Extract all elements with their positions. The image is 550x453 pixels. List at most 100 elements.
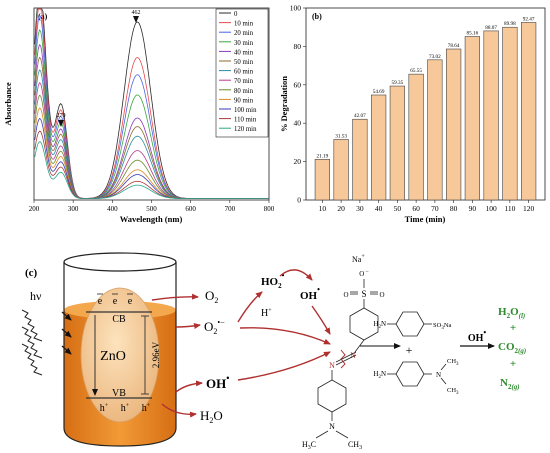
photon-arrow-3	[61, 345, 72, 355]
degradation-bar-value-label: 65.55	[410, 68, 422, 74]
legend-entry: 50 min	[234, 59, 254, 66]
final-products: H2O(l) + CO2(g) + N2(g)	[498, 306, 526, 391]
sulfanilate-so3na: SO3Na	[433, 322, 452, 331]
degradation-bar-value-label: 78.64	[448, 43, 460, 49]
degradation-y-ticks: 0 20 40 60 80 100	[290, 4, 306, 205]
legend-entry: 80 min	[234, 88, 254, 95]
legend-entry: 10 min	[234, 21, 254, 28]
hydroperoxyl-label: HO2•	[261, 271, 285, 290]
superoxide-label: O2•−	[204, 318, 225, 336]
degradation-bar-value-label: 21.19	[317, 153, 329, 159]
legend-entry: 30 min	[234, 40, 254, 47]
degradation-bar	[389, 85, 405, 201]
azo-n-2: N	[329, 361, 335, 370]
benzene-ring-4	[395, 361, 425, 387]
degradation-bar	[427, 59, 443, 201]
benzene-ring-2	[317, 379, 347, 413]
spectra-x-tick-label: 600	[185, 205, 196, 213]
beaker-rim	[63, 252, 177, 272]
legend-entry: 110 min	[234, 117, 257, 124]
intermediate-dimethylamine: H2N N CH3 CH3	[373, 358, 459, 396]
product-nitrogen: N2(g)	[500, 377, 520, 391]
degradation-bar-value-label: 42.07	[354, 113, 366, 119]
electron-2: e	[113, 296, 118, 307]
azo-n-1: N	[350, 351, 356, 360]
dma-methyl-top: CH3	[447, 358, 459, 367]
sulfonate-oxygen-left: O	[343, 291, 348, 299]
degradation-bar-value-label: 31.53	[335, 133, 347, 139]
degradation-y-tick-label: 40	[294, 119, 302, 128]
degradation-x-tick-label: 30	[356, 204, 364, 213]
dma-methyl-bottom: CH3	[447, 387, 459, 396]
zno-particle: CB VB ZnO 2.96eV e e e h+ h+ h+	[80, 287, 161, 423]
degradation-bar	[446, 48, 462, 201]
hole-1: h+	[100, 403, 109, 414]
spectra-chart: (a) 200 300 400 500 600 700 800 Wavelength (nm…	[3, 7, 275, 224]
hole-2: h+	[121, 403, 130, 414]
spectra-curves	[34, 8, 269, 199]
degradation-chart: (b) 0 20 40 60 80 100 21.19 31.53 42.07 54.69 59.…	[279, 4, 546, 224]
degradation-x-tick-label: 120	[523, 204, 535, 213]
degradation-x-tick-label: 90	[469, 204, 477, 213]
methyl-left: H3C	[302, 440, 316, 451]
methyl-right: CH3	[348, 440, 362, 451]
degradation-x-tick-label: 80	[450, 204, 458, 213]
photon-arrow-2	[61, 328, 72, 338]
degradation-bar	[521, 22, 537, 201]
mineralization-oh-label: OH•	[468, 328, 487, 344]
degradation-x-tick-label: 50	[394, 204, 402, 213]
degradation-y-tick-label: 80	[294, 42, 302, 51]
spectra-x-tick-label: 700	[225, 205, 236, 213]
legend-box	[215, 8, 269, 138]
spectra-x-tick-label: 300	[68, 205, 79, 213]
degradation-bar	[408, 73, 424, 201]
degradation-y-axis-label: % Degradation	[279, 76, 289, 132]
legend-entry: 20 min	[234, 30, 254, 37]
degradation-x-tick-label: 20	[337, 204, 345, 213]
degradation-y-tick-label: 100	[290, 4, 302, 13]
spectrum-line-12	[34, 141, 269, 199]
degradation-bar-value-label: 89.98	[504, 21, 516, 27]
oh-radical-top-label: OH•	[300, 285, 320, 302]
product-plus-1: +	[510, 322, 516, 334]
legend-entry: 60 min	[234, 69, 254, 76]
sulfur-label: S	[361, 289, 366, 299]
panel-c-label: (c)	[25, 267, 38, 279]
water-label: H2O	[200, 408, 223, 425]
degradation-bar-value-label: 85.16	[467, 30, 479, 36]
hydroxyl-radical-label: OH•	[206, 373, 229, 391]
sulfonate-oxygen-top: O−	[359, 269, 369, 278]
spectra-x-tick-label: 400	[107, 205, 118, 213]
photon-wave-3	[21, 343, 43, 376]
spectra-y-axis-label: Absorbance	[3, 82, 13, 126]
intermediate-sulfanilate: H2N SO3Na	[373, 311, 452, 337]
legend-entry: 0	[234, 11, 238, 18]
legend-entry: 40 min	[234, 49, 254, 56]
light-label: hν	[30, 289, 42, 303]
photon-wave-1	[21, 309, 43, 342]
degradation-bar-value-label: 88.07	[485, 25, 497, 31]
hole-to-water-arrow	[161, 403, 197, 418]
legend-entry: 90 min	[234, 97, 254, 104]
degradation-bar-value-label: 54.69	[373, 89, 385, 95]
degradation-y-tick-label: 60	[294, 80, 302, 89]
hole-to-hydroxyl-arrow	[175, 380, 203, 393]
degradation-x-tick-label: 70	[431, 204, 439, 213]
cb-label: CB	[112, 314, 126, 325]
legend-entry: 120 min	[234, 126, 257, 133]
legend-entry: 100 min	[234, 107, 257, 114]
intermediate-plus: +	[406, 343, 413, 357]
ho2-to-oh-arrow	[279, 269, 313, 281]
electron-3: e	[128, 296, 133, 307]
oxygen-label: O2	[205, 288, 218, 305]
particle-body	[80, 287, 160, 423]
degradation-bar-value-label: 73.02	[429, 54, 441, 60]
light-source: hν	[21, 289, 72, 376]
hydroxyl-attack-arrow	[237, 351, 331, 381]
spectra-x-tick-label: 500	[146, 205, 157, 213]
legend-entry: 70 min	[234, 78, 254, 85]
methyl-orange-molecule: Na+ O− S O O N N N H3C CH3	[302, 254, 385, 451]
holes: h+ h+ h+	[100, 403, 151, 414]
degradation-x-tick-label: 10	[319, 204, 327, 213]
